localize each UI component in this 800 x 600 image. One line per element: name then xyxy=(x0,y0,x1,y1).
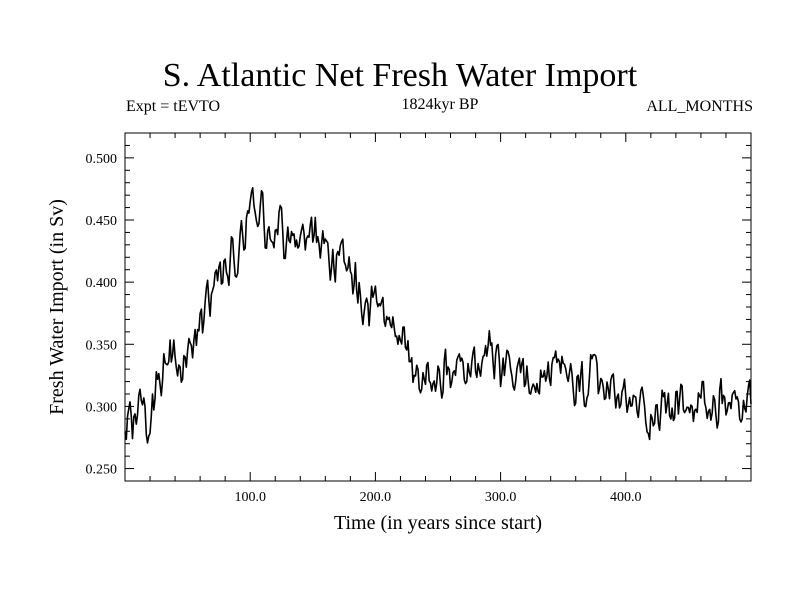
x-tick-label: 200.0 xyxy=(360,490,392,505)
y-tick-labels: 0.250 0.300 0.350 0.400 0.450 0.500 xyxy=(86,152,118,478)
plot-frame xyxy=(124,132,752,482)
series-line xyxy=(124,187,752,444)
y-tick-label: 0.500 xyxy=(86,152,118,167)
x-tick-label: 300.0 xyxy=(485,490,517,505)
tick-marks xyxy=(125,132,751,481)
chart-title: S. Atlantic Net Fresh Water Import xyxy=(162,57,638,94)
y-tick-label: 0.350 xyxy=(86,338,118,353)
y-tick-label: 0.300 xyxy=(86,400,118,415)
x-tick-labels: 100.0 200.0 300.0 400.0 xyxy=(234,490,641,505)
epoch-label: 1824kyr BP xyxy=(401,96,479,113)
x-axis-title: Time (in years since start) xyxy=(334,512,542,534)
y-tick-label: 0.250 xyxy=(86,463,118,478)
y-tick-label: 0.400 xyxy=(86,276,118,291)
x-tick-label: 400.0 xyxy=(610,490,642,505)
y-axis-title: Fresh Water Import (in Sv) xyxy=(46,199,68,415)
experiment-label: Expt = tEVTO xyxy=(126,98,221,115)
y-tick-label: 0.450 xyxy=(86,214,118,229)
months-label: ALL_MONTHS xyxy=(646,98,753,115)
x-tick-label: 100.0 xyxy=(234,490,266,505)
